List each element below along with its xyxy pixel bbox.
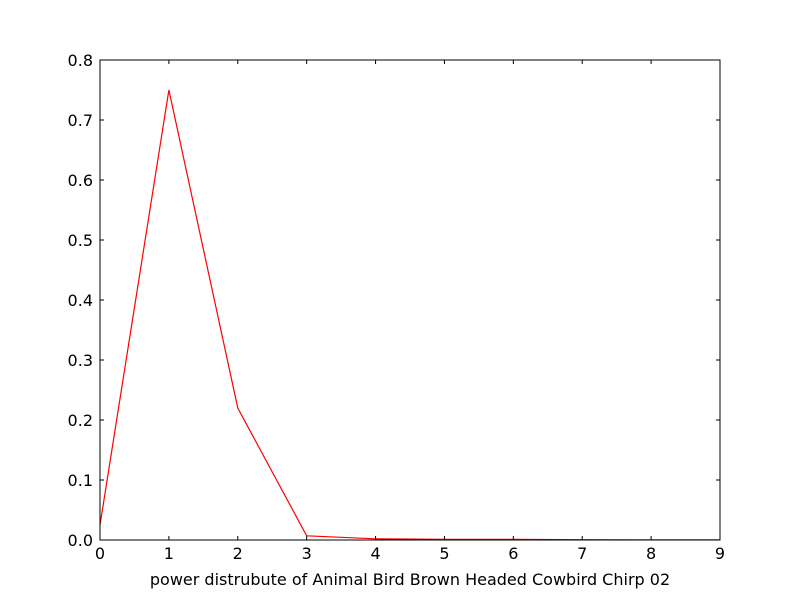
x-tick-label: 1 (164, 544, 174, 563)
x-tick-label: 2 (233, 544, 243, 563)
y-tick-label: 0.6 (68, 171, 93, 190)
y-tick-label: 0.5 (68, 231, 93, 250)
x-tick-label: 8 (646, 544, 656, 563)
y-tick-label: 0.2 (68, 411, 93, 430)
x-axis-label: power distrubute of Animal Bird Brown He… (150, 570, 670, 589)
x-tick-label: 9 (715, 544, 725, 563)
y-tick-label: 0.1 (68, 471, 93, 490)
x-tick-label: 5 (439, 544, 449, 563)
y-tick-label: 0.0 (68, 531, 93, 550)
x-tick-label: 7 (577, 544, 587, 563)
y-tick-label: 0.3 (68, 351, 93, 370)
ticks-layer: 0 1 2 3 4 5 6 7 8 9 0.0 0.1 0.2 0.3 0.4 0.5 0.6 0.7 0.8 (68, 51, 726, 563)
x-tick-label: 0 (95, 544, 105, 563)
x-tick-label: 6 (508, 544, 518, 563)
y-tick-label: 0.8 (68, 51, 93, 70)
x-tick-label: 4 (370, 544, 380, 563)
y-tick-label: 0.4 (68, 291, 93, 310)
y-tick-label: 0.7 (68, 111, 93, 130)
x-tick-label: 3 (302, 544, 312, 563)
